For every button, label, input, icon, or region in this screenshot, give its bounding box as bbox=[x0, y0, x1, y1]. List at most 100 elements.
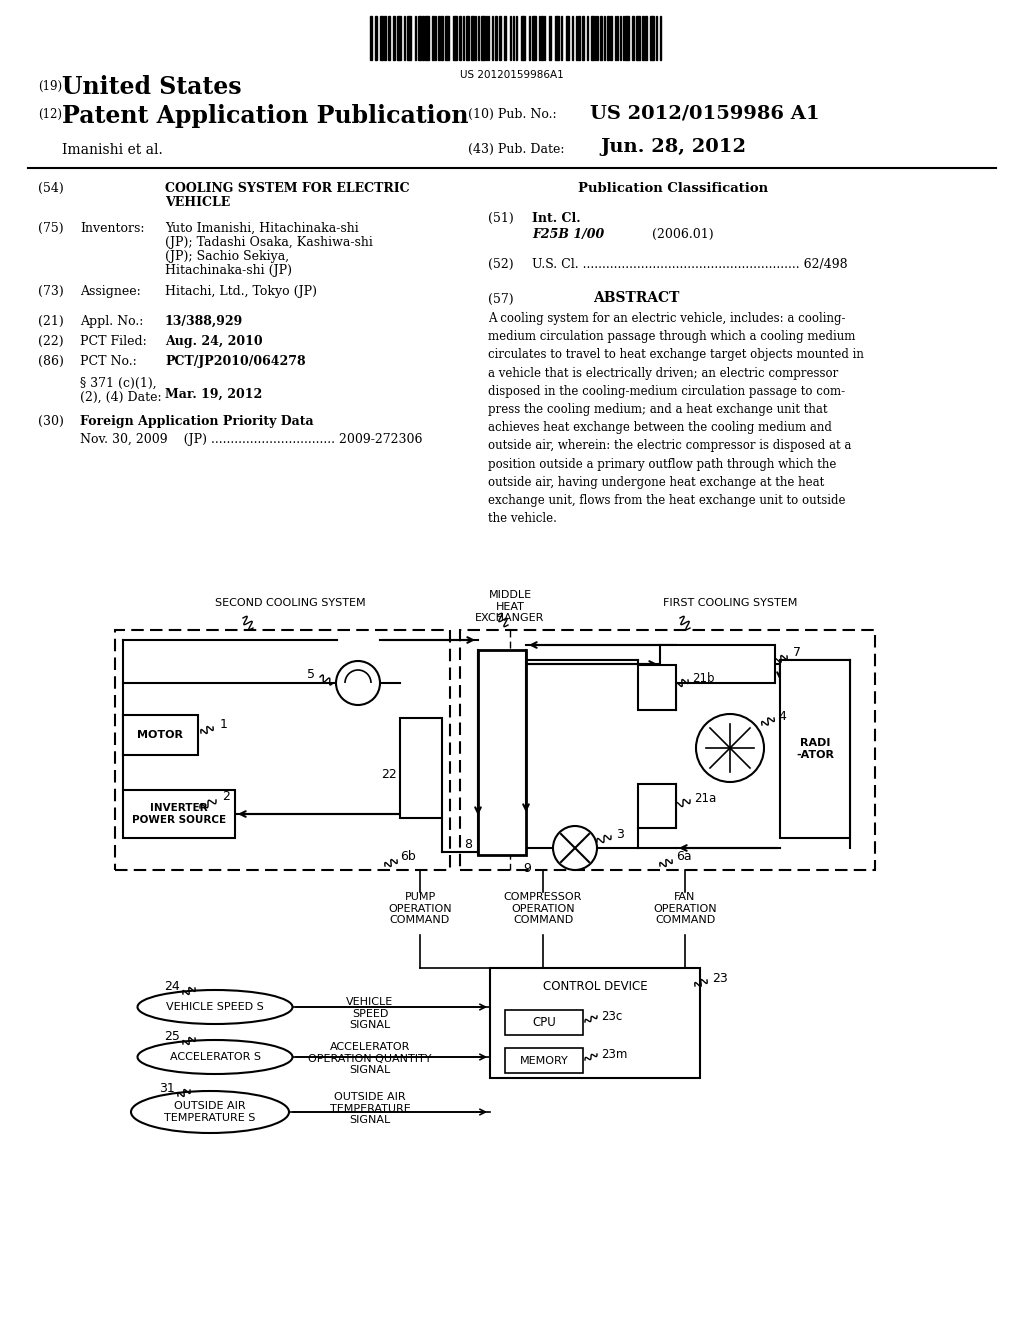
Text: Hitachinaka-shi (JP): Hitachinaka-shi (JP) bbox=[165, 264, 292, 277]
Text: Yuto Imanishi, Hitachinaka-shi: Yuto Imanishi, Hitachinaka-shi bbox=[165, 222, 358, 235]
Text: VEHICLE: VEHICLE bbox=[165, 195, 230, 209]
Bar bbox=[600, 16, 602, 59]
Text: 21a: 21a bbox=[694, 792, 716, 804]
Text: United States: United States bbox=[62, 75, 242, 99]
Text: OUTSIDE AIR
TEMPERATURE
SIGNAL: OUTSIDE AIR TEMPERATURE SIGNAL bbox=[330, 1092, 411, 1125]
Text: Aug. 24, 2010: Aug. 24, 2010 bbox=[165, 335, 262, 348]
Text: (73): (73) bbox=[38, 285, 63, 298]
Bar bbox=[591, 16, 594, 59]
Bar bbox=[115, 630, 450, 870]
Bar bbox=[459, 16, 461, 59]
Circle shape bbox=[696, 714, 764, 781]
Text: (2006.01): (2006.01) bbox=[652, 228, 714, 242]
Text: COMPRESSOR
OPERATION
COMMAND: COMPRESSOR OPERATION COMMAND bbox=[504, 892, 583, 925]
Text: Assignee:: Assignee: bbox=[80, 285, 140, 298]
Text: PCT No.:: PCT No.: bbox=[80, 355, 137, 368]
Bar bbox=[375, 16, 377, 59]
Text: (51): (51) bbox=[488, 213, 514, 224]
Text: 22: 22 bbox=[381, 768, 397, 781]
Bar bbox=[555, 16, 559, 59]
Ellipse shape bbox=[137, 990, 293, 1024]
Text: 24: 24 bbox=[164, 979, 180, 993]
Text: Hitachi, Ltd., Tokyo (JP): Hitachi, Ltd., Tokyo (JP) bbox=[165, 285, 317, 298]
Bar bbox=[370, 16, 372, 59]
Text: Appl. No.:: Appl. No.: bbox=[80, 315, 143, 327]
Text: 5: 5 bbox=[307, 668, 315, 681]
Bar bbox=[636, 16, 640, 59]
Bar bbox=[384, 16, 386, 59]
Text: 2: 2 bbox=[222, 791, 229, 804]
Text: § 371 (c)(1),: § 371 (c)(1), bbox=[80, 378, 157, 389]
Bar bbox=[780, 660, 850, 838]
Text: (30): (30) bbox=[38, 414, 63, 428]
Bar bbox=[610, 16, 612, 59]
Bar bbox=[549, 16, 551, 59]
Text: VEHICLE SPEED S: VEHICLE SPEED S bbox=[166, 1002, 264, 1012]
Text: US 20120159986A1: US 20120159986A1 bbox=[460, 70, 564, 81]
Text: 21b: 21b bbox=[692, 672, 715, 685]
Text: (2), (4) Date:: (2), (4) Date: bbox=[80, 391, 162, 404]
Bar bbox=[453, 16, 457, 59]
Text: (JP); Tadashi Osaka, Kashiwa-shi: (JP); Tadashi Osaka, Kashiwa-shi bbox=[165, 236, 373, 249]
Text: Publication Classification: Publication Classification bbox=[578, 182, 768, 195]
Text: (21): (21) bbox=[38, 315, 63, 327]
Ellipse shape bbox=[131, 1092, 289, 1133]
Circle shape bbox=[553, 826, 597, 870]
Text: 3: 3 bbox=[616, 828, 624, 841]
Bar bbox=[123, 715, 198, 755]
Bar bbox=[478, 649, 526, 855]
Bar bbox=[582, 16, 584, 59]
Circle shape bbox=[336, 661, 380, 705]
Text: 4: 4 bbox=[778, 710, 785, 722]
Text: Int. Cl.: Int. Cl. bbox=[532, 213, 581, 224]
Text: (52): (52) bbox=[488, 257, 514, 271]
Text: MEMORY: MEMORY bbox=[519, 1056, 568, 1067]
Text: OUTSIDE AIR
TEMPERATURE S: OUTSIDE AIR TEMPERATURE S bbox=[164, 1101, 256, 1123]
Text: Patent Application Publication: Patent Application Publication bbox=[62, 104, 469, 128]
Text: (43) Pub. Date:: (43) Pub. Date: bbox=[468, 143, 564, 156]
Text: Foreign Application Priority Data: Foreign Application Priority Data bbox=[80, 414, 313, 428]
Text: 7: 7 bbox=[793, 647, 801, 660]
Text: 31: 31 bbox=[160, 1081, 175, 1094]
Bar bbox=[541, 16, 543, 59]
Text: (12): (12) bbox=[38, 108, 62, 121]
Text: COOLING SYSTEM FOR ELECTRIC: COOLING SYSTEM FOR ELECTRIC bbox=[165, 182, 410, 195]
Text: 8: 8 bbox=[464, 838, 472, 851]
Text: 9: 9 bbox=[523, 862, 530, 874]
Text: ACCELERATOR
OPERATION QUANTITY
SIGNAL: ACCELERATOR OPERATION QUANTITY SIGNAL bbox=[308, 1041, 432, 1076]
Ellipse shape bbox=[137, 1040, 293, 1074]
Bar bbox=[123, 789, 234, 838]
Text: US 2012/0159986 A1: US 2012/0159986 A1 bbox=[590, 104, 819, 121]
Bar bbox=[499, 16, 501, 59]
Text: Jun. 28, 2012: Jun. 28, 2012 bbox=[600, 139, 746, 156]
Text: PCT Filed:: PCT Filed: bbox=[80, 335, 146, 348]
Text: FAN
OPERATION
COMMAND: FAN OPERATION COMMAND bbox=[653, 892, 717, 925]
Bar bbox=[532, 16, 536, 59]
Bar bbox=[638, 784, 676, 828]
Bar bbox=[638, 665, 676, 710]
Text: 1: 1 bbox=[220, 718, 228, 730]
Text: Nov. 30, 2009    (JP) ................................ 2009-272306: Nov. 30, 2009 (JP) .....................… bbox=[80, 433, 423, 446]
Bar bbox=[425, 16, 429, 59]
Text: CONTROL DEVICE: CONTROL DEVICE bbox=[543, 979, 647, 993]
Text: Imanishi et al.: Imanishi et al. bbox=[62, 143, 163, 157]
Bar bbox=[578, 16, 580, 59]
Text: U.S. Cl. ........................................................ 62/498: U.S. Cl. ...............................… bbox=[532, 257, 848, 271]
Text: 23c: 23c bbox=[601, 1010, 623, 1023]
Bar bbox=[380, 16, 383, 59]
Bar bbox=[418, 16, 421, 59]
Bar bbox=[650, 16, 654, 59]
Text: (JP); Sachio Sekiya,: (JP); Sachio Sekiya, bbox=[165, 249, 289, 263]
Text: VEHICLE
SPEED
SIGNAL: VEHICLE SPEED SIGNAL bbox=[346, 997, 393, 1030]
Bar bbox=[432, 16, 434, 59]
Text: 6b: 6b bbox=[400, 850, 416, 863]
Bar bbox=[397, 16, 401, 59]
Text: 25: 25 bbox=[164, 1030, 180, 1043]
Bar bbox=[521, 16, 525, 59]
Text: INVERTER
POWER SOURCE: INVERTER POWER SOURCE bbox=[132, 803, 226, 825]
Text: FIRST COOLING SYSTEM: FIRST COOLING SYSTEM bbox=[663, 598, 798, 609]
Bar bbox=[504, 16, 506, 59]
Bar bbox=[388, 16, 390, 59]
Text: (54): (54) bbox=[38, 182, 63, 195]
Bar bbox=[566, 16, 569, 59]
